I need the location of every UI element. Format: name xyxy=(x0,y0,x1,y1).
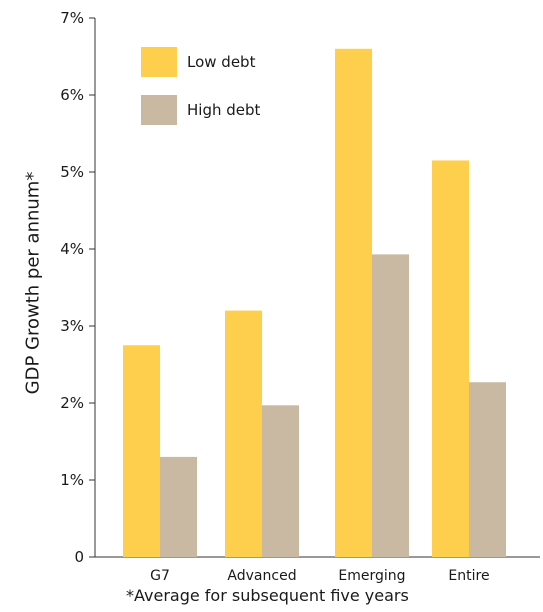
y-axis-title-text: GDP Growth per annum* xyxy=(22,171,44,395)
bar-high-debt-g7 xyxy=(160,456,197,557)
y-tick-label: 4% xyxy=(60,240,84,258)
legend-swatch-high-debt xyxy=(141,95,177,125)
footnote: *Average for subsequent five years xyxy=(126,586,409,605)
bar-high-debt-advanced xyxy=(262,405,299,557)
y-tick-label: 7% xyxy=(60,9,84,27)
y-tick-label: 6% xyxy=(60,86,84,104)
bar-high-debt-entire xyxy=(469,382,506,557)
legend-item-low-debt: Low debt xyxy=(141,47,255,77)
x-tick-label: Emerging xyxy=(338,568,405,584)
y-tick-label: 0 xyxy=(74,548,84,566)
bar-low-debt-advanced xyxy=(225,310,262,557)
y-tick-label: 5% xyxy=(60,163,84,181)
y-tick-label: 1% xyxy=(60,471,84,489)
legend-swatch-low-debt xyxy=(141,47,177,77)
y-tick-label: 2% xyxy=(60,394,84,412)
x-tick-label: G7 xyxy=(150,568,170,584)
y-tick-label: 3% xyxy=(60,317,84,335)
bar-low-debt-entire xyxy=(432,160,469,557)
legend-item-high-debt: High debt xyxy=(141,95,260,125)
bar-low-debt-g7 xyxy=(123,345,160,557)
x-tick-label: Advanced xyxy=(227,568,296,584)
bar-low-debt-emerging xyxy=(335,48,372,558)
legend-label-high-debt: High debt xyxy=(187,101,261,119)
bar-high-debt-emerging xyxy=(372,254,409,557)
legend-label-low-debt: Low debt xyxy=(187,53,256,71)
x-tick-label: Entire xyxy=(448,568,489,584)
